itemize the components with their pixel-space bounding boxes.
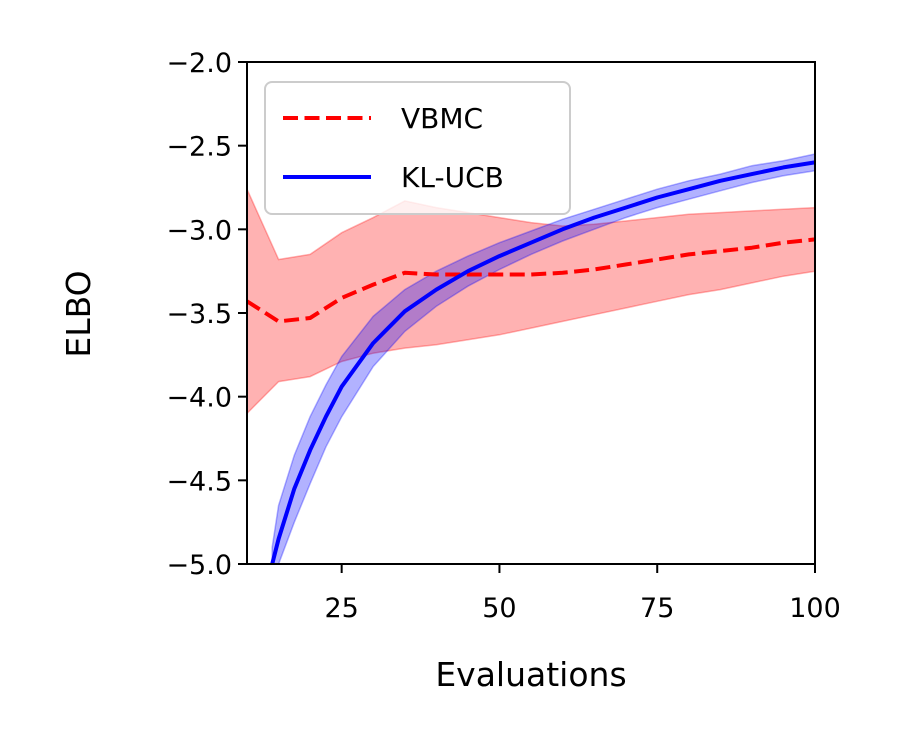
y-tick-label: −2.5 xyxy=(166,132,232,163)
x-axis-title: Evaluations xyxy=(435,655,626,694)
y-tick-label: −2.0 xyxy=(166,48,232,79)
x-tick-label: 25 xyxy=(324,593,358,624)
kl-ucb-line xyxy=(270,160,815,564)
y-tick-label: −4.5 xyxy=(166,466,232,497)
x-tick-label: 75 xyxy=(640,593,674,624)
y-tick-label: −4.0 xyxy=(166,383,232,414)
legend-label-vbmc: VBMC xyxy=(401,102,483,135)
x-tick-label: 100 xyxy=(789,593,841,624)
legend-label-kl-ucb: KL-UCB xyxy=(401,161,504,194)
y-tick-label: −3.5 xyxy=(166,299,232,330)
y-axis-title: ELBO xyxy=(59,270,98,357)
y-tick-label: −3.0 xyxy=(166,215,232,246)
legend-frame xyxy=(264,81,571,215)
y-tick-label: −5.0 xyxy=(166,550,232,581)
legend: VBMC KL-UCB xyxy=(264,81,571,215)
x-tick-label: 50 xyxy=(482,593,516,624)
